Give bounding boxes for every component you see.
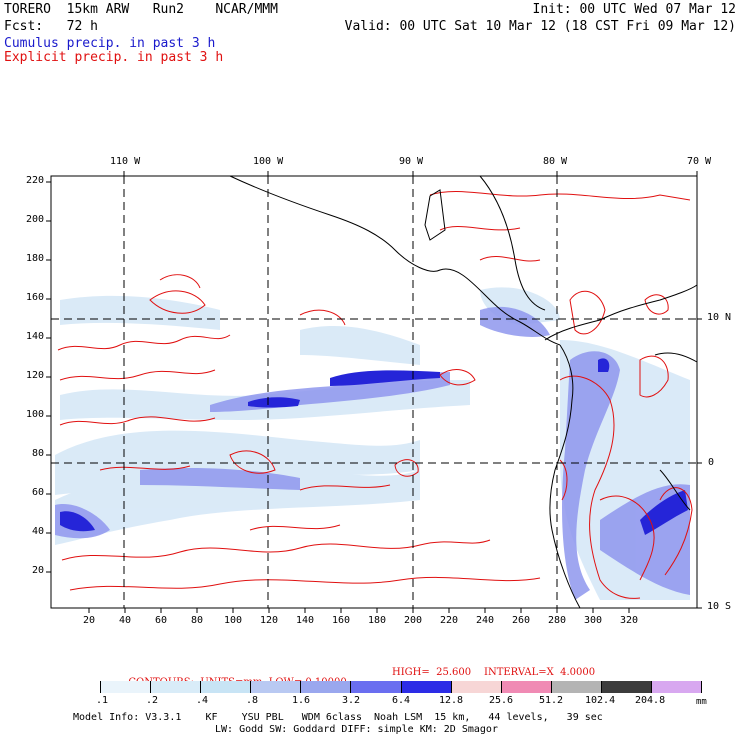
y-tick-label: 80: [32, 448, 45, 459]
y-tick-label: 120: [26, 370, 45, 381]
footer-physics: LW: Godd SW: Goddard DIFF: simple KM: 2D…: [215, 724, 498, 735]
colorbar-swatch: [601, 681, 652, 693]
cumulus-precip-light: [55, 287, 690, 600]
colorbar-label: .8: [246, 695, 259, 706]
colorbar-label: 1.6: [292, 695, 311, 706]
colorbar-swatch: [451, 681, 502, 693]
legend-explicit: Explicit precip. in past 3 h: [4, 50, 224, 65]
colorbar-swatch: [401, 681, 452, 693]
header-init-time: Init: 00 UTC Wed 07 Mar 12: [532, 2, 737, 17]
y-tick-label: 200: [26, 214, 45, 225]
lon-label-100w: 100 W: [253, 156, 284, 167]
colorbar-swatch: [51, 681, 102, 693]
y-tick-label: 20: [32, 565, 45, 576]
colorbar-swatch: [101, 681, 152, 693]
lat-label-0: 0: [708, 457, 715, 468]
x-tick-label: 220: [440, 615, 459, 626]
contours-high: HIGH= 25.600: [392, 667, 472, 678]
coastline: [229, 175, 698, 609]
colorbar-swatch: [151, 681, 202, 693]
explicit-precip-contours: [57, 190, 693, 599]
y-tick-label: 40: [32, 526, 45, 537]
x-tick-label: 100: [224, 615, 243, 626]
x-tick-label: 200: [404, 615, 423, 626]
x-tick-label: 320: [620, 615, 639, 626]
colorbar-swatch: [201, 681, 252, 693]
colorbar-label: 3.2: [342, 695, 361, 706]
colorbar-label: 12.8: [439, 695, 464, 706]
latlon-grid: [51, 176, 697, 608]
lon-label-110w: 110 W: [110, 156, 141, 167]
lat-label-10s: 10 S: [707, 601, 732, 612]
header-forecast-hour: Fcst: 72 h: [4, 19, 98, 34]
lon-label-70w: 70 W: [687, 156, 712, 167]
x-tick-label: 240: [476, 615, 495, 626]
y-tick-label: 60: [32, 487, 45, 498]
colorbar-label: 25.6: [489, 695, 514, 706]
lon-label-80w: 80 W: [543, 156, 568, 167]
colorbar-label: .1: [96, 695, 109, 706]
colorbar-unit: mm: [696, 697, 707, 707]
colorbar-swatch: [251, 681, 302, 693]
x-tick-label: 80: [191, 615, 204, 626]
colorbar-label: 204.8: [635, 695, 666, 706]
axis-ticks: [46, 171, 702, 613]
footer-model-info: Model Info: V3.3.1 KF YSU PBL WDM 6class…: [73, 712, 603, 723]
header-valid-time: Valid: 00 UTC Sat 10 Mar 12 (18 CST Fri …: [344, 19, 736, 34]
y-tick-label: 160: [26, 292, 45, 303]
map-frame: [50, 175, 698, 609]
lon-label-90w: 90 W: [399, 156, 424, 167]
y-tick-label: 220: [26, 175, 45, 186]
x-tick-label: 60: [155, 615, 168, 626]
y-tick-label: 100: [26, 409, 45, 420]
x-tick-label: 120: [260, 615, 279, 626]
colorbar-label: .4: [196, 695, 209, 706]
colorbar-swatch: [301, 681, 352, 693]
x-tick-label: 260: [512, 615, 531, 626]
x-tick-label: 160: [332, 615, 351, 626]
colorbar-swatch: [501, 681, 552, 693]
colorbar-label: 51.2: [539, 695, 564, 706]
header-title: TORERO 15km ARW Run2 NCAR/MMM: [4, 2, 278, 17]
colorbar-swatch: [551, 681, 602, 693]
x-tick-label: 40: [119, 615, 132, 626]
lat-label-10n: 10 N: [707, 312, 732, 323]
contours-interval: INTERVAL=X 4.0000: [484, 667, 596, 678]
y-tick-label: 140: [26, 331, 45, 342]
x-tick-label: 20: [83, 615, 96, 626]
legend-cumulus: Cumulus precip. in past 3 h: [4, 36, 216, 51]
x-tick-label: 280: [548, 615, 567, 626]
colorbar-label: 6.4: [392, 695, 411, 706]
colorbar-swatch: [351, 681, 402, 693]
colorbar-label: .2: [146, 695, 159, 706]
colorbar-label: 102.4: [585, 695, 616, 706]
x-tick-label: 140: [296, 615, 315, 626]
x-tick-label: 300: [584, 615, 603, 626]
y-tick-label: 180: [26, 253, 45, 264]
colorbar-swatch: [651, 681, 702, 693]
x-tick-label: 180: [368, 615, 387, 626]
